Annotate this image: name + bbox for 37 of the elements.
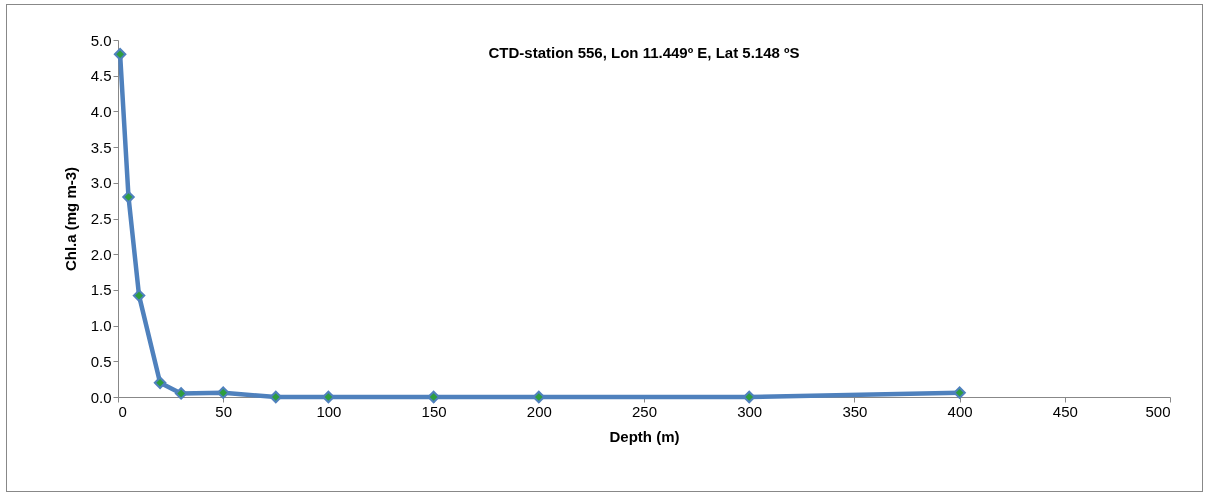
x-tick-label: 300: [737, 402, 763, 420]
point: [532, 390, 546, 404]
point: [153, 376, 167, 389]
x-tick-label: 50: [215, 402, 233, 420]
point: [113, 48, 127, 61]
point: [427, 390, 440, 404]
y-tick-label: 4.5: [90, 67, 112, 85]
point: [269, 390, 283, 404]
x-axis-title: Depth (m): [609, 427, 680, 445]
y-tick-label: 0.0: [90, 388, 112, 406]
y-axis-title: Chl.a (mg m-3): [61, 166, 79, 272]
x-tick-label: 350: [842, 402, 868, 420]
x-tick-label: 200: [526, 402, 552, 420]
x-tick-label: 0: [118, 402, 127, 420]
x-tick-label: 450: [1052, 402, 1078, 420]
chart-title: CTD-station 556, Lon 11.449º E, Lat 5.148 ºS: [488, 44, 800, 61]
y-tick-label: 2.0: [90, 245, 112, 263]
point: [322, 390, 335, 404]
y-tick-label: 4.0: [90, 102, 112, 120]
x-tick-label: 100: [316, 402, 342, 420]
y-tick-label: 1.0: [90, 317, 112, 335]
point: [216, 386, 230, 399]
x-tick-label: 150: [421, 402, 447, 420]
point: [132, 289, 146, 302]
y-tick-label: 1.5: [90, 281, 112, 299]
point: [122, 190, 135, 204]
point: [953, 386, 966, 399]
y-tick-label: 3.5: [90, 138, 112, 156]
x-tick-label: 400: [947, 402, 973, 420]
x-tick-label: 250: [631, 402, 658, 420]
y-tick-label: 2.5: [90, 210, 112, 227]
x-tick-label: 500: [1145, 402, 1171, 420]
y-tick-label: 3.0: [90, 174, 112, 192]
point: [174, 387, 188, 400]
point: [742, 390, 756, 404]
y-tick-label: 0.5: [90, 352, 112, 370]
y-tick-label: 5.0: [90, 31, 112, 49]
